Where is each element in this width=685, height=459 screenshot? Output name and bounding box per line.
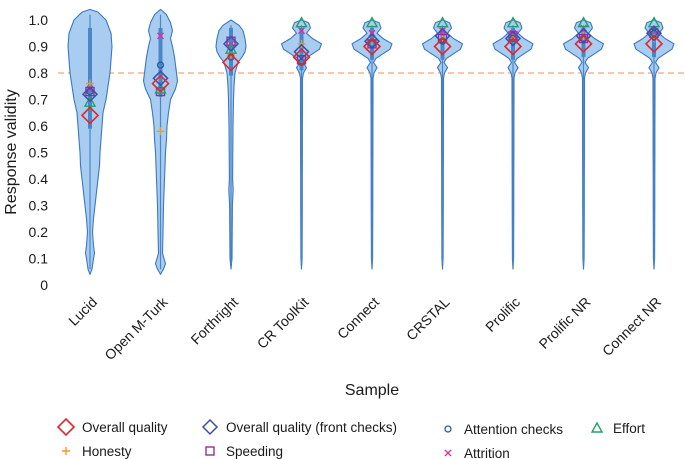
marker-effort-connect — [365, 16, 379, 28]
y-tick-label: 0.3 — [29, 198, 49, 214]
legend-item: Speeding — [205, 444, 283, 459]
marker-overall-quality-lucid — [80, 106, 100, 125]
marker-speeding-connect-nr — [649, 28, 659, 38]
marker-effort-prolific — [506, 16, 520, 28]
marker-effort-crstal — [436, 16, 449, 28]
marker-honesty-open-m-turk — [156, 127, 165, 136]
marker-attrition-crstal — [439, 27, 446, 35]
marker-overall-quality-front-checks--crstal — [434, 27, 451, 44]
legend-square-icon — [205, 446, 215, 456]
marker-overall-quality-front-checks--prolific — [504, 30, 522, 47]
legend-item: Attrition — [444, 446, 510, 459]
marker-overall-quality-front-checks--forthright — [222, 35, 240, 52]
marker-overall-quality-front-checks--connect — [363, 33, 381, 50]
marker-overall-quality-front-checks--prolific-nr — [575, 27, 592, 44]
x-tick-label: CRSTAL — [403, 294, 453, 344]
legend-circle-icon — [444, 425, 452, 433]
legend-diamond-open-icon — [201, 418, 219, 436]
legend: Overall quality Overall quality (front ch… — [56, 417, 645, 459]
y-tick-label: 0.1 — [29, 251, 49, 267]
axis-layer: 0 0.1 0.2 0.3 0.4 0.5 0.6 0.7 0.8 0.9 1.0 Lucid Open… — [29, 12, 665, 363]
marker-speeding-cr-toolkit — [296, 55, 307, 65]
x-tick-label: Connect — [334, 294, 382, 342]
marker-effort-prolific-nr — [577, 16, 590, 28]
legend-item: Overall quality (front checks) — [201, 418, 397, 436]
marker-overall-quality-open-m-turk — [151, 74, 170, 93]
marker-overall-quality-prolific-nr — [574, 34, 593, 53]
marker-overall-quality-connect-nr — [644, 34, 664, 53]
marker-overall-quality-prolific — [503, 37, 523, 56]
legend-label: Attrition — [464, 446, 510, 459]
marker-overall-quality-cr-toolkit — [292, 47, 311, 67]
y-tick-label: 0.8 — [29, 65, 49, 81]
y-tick-label: 0.2 — [29, 224, 49, 240]
y-tick-label: 0.7 — [29, 92, 49, 108]
marker-overall-quality-front-checks--connect-nr — [645, 25, 663, 42]
legend-item: Effort — [590, 421, 645, 436]
marker-overall-quality-connect — [362, 37, 382, 56]
marker-attention-checks-open-m-turk — [156, 61, 165, 69]
x-tick-label: Prolific — [482, 294, 523, 335]
legend-label: Speeding — [226, 444, 283, 459]
legend-item: Attention checks — [444, 422, 563, 437]
marker-overall-quality-front-checks--lucid — [81, 86, 99, 103]
y-tick-label: 0 — [40, 277, 48, 293]
x-tick-label: Lucid — [65, 294, 100, 329]
legend-diamond-icon — [56, 417, 76, 437]
violin-layer — [67, 8, 675, 275]
y-tick-label: 0.9 — [29, 39, 49, 55]
legend-item: Honesty — [62, 444, 132, 459]
legend-label: Attention checks — [464, 422, 563, 437]
marker-attention-checks-prolific — [509, 34, 517, 43]
x-tick-label: CR ToolKit — [254, 294, 312, 352]
legend-label: Overall quality (front checks) — [226, 420, 397, 435]
x-tick-label: Open M-Turk — [101, 293, 171, 363]
marker-overall-quality-front-checks--cr-toolkit — [293, 43, 310, 60]
legend-triangle-icon — [590, 421, 604, 433]
marker-overall-quality-crstal — [433, 37, 452, 56]
legend-label: Effort — [613, 421, 645, 436]
x-tick-label: Forthright — [187, 294, 241, 348]
marker-layer — [80, 16, 664, 136]
violin-box — [88, 27, 92, 129]
marker-attrition-open-m-turk — [157, 32, 164, 40]
legend-plus-icon — [62, 447, 70, 455]
x-axis-title: Sample — [345, 382, 399, 399]
legend-x-icon — [444, 449, 452, 457]
legend-label: Honesty — [82, 444, 132, 459]
y-tick-label: 0.5 — [29, 145, 49, 161]
marker-overall-quality-forthright — [221, 53, 241, 72]
legend-item: Overall quality — [56, 417, 168, 437]
marker-attention-checks-lucid — [86, 87, 94, 96]
legend-label: Overall quality — [82, 420, 168, 435]
y-axis-title: Response validity — [3, 89, 20, 214]
marker-attention-checks-connect — [368, 40, 376, 48]
marker-overall-quality-front-checks--open-m-turk — [152, 70, 169, 87]
marker-effort-lucid — [83, 95, 97, 107]
y-tick-label: 0.6 — [29, 118, 49, 134]
x-tick-label: Prolific NR — [536, 294, 594, 352]
x-tick-label: Connect NR — [599, 294, 664, 359]
violin-box — [511, 27, 515, 60]
y-tick-label: 1.0 — [29, 12, 49, 28]
marker-attrition-cr-toolkit — [298, 27, 305, 35]
y-tick-label: 0.4 — [29, 171, 49, 187]
marker-effort-cr-toolkit — [295, 16, 308, 28]
